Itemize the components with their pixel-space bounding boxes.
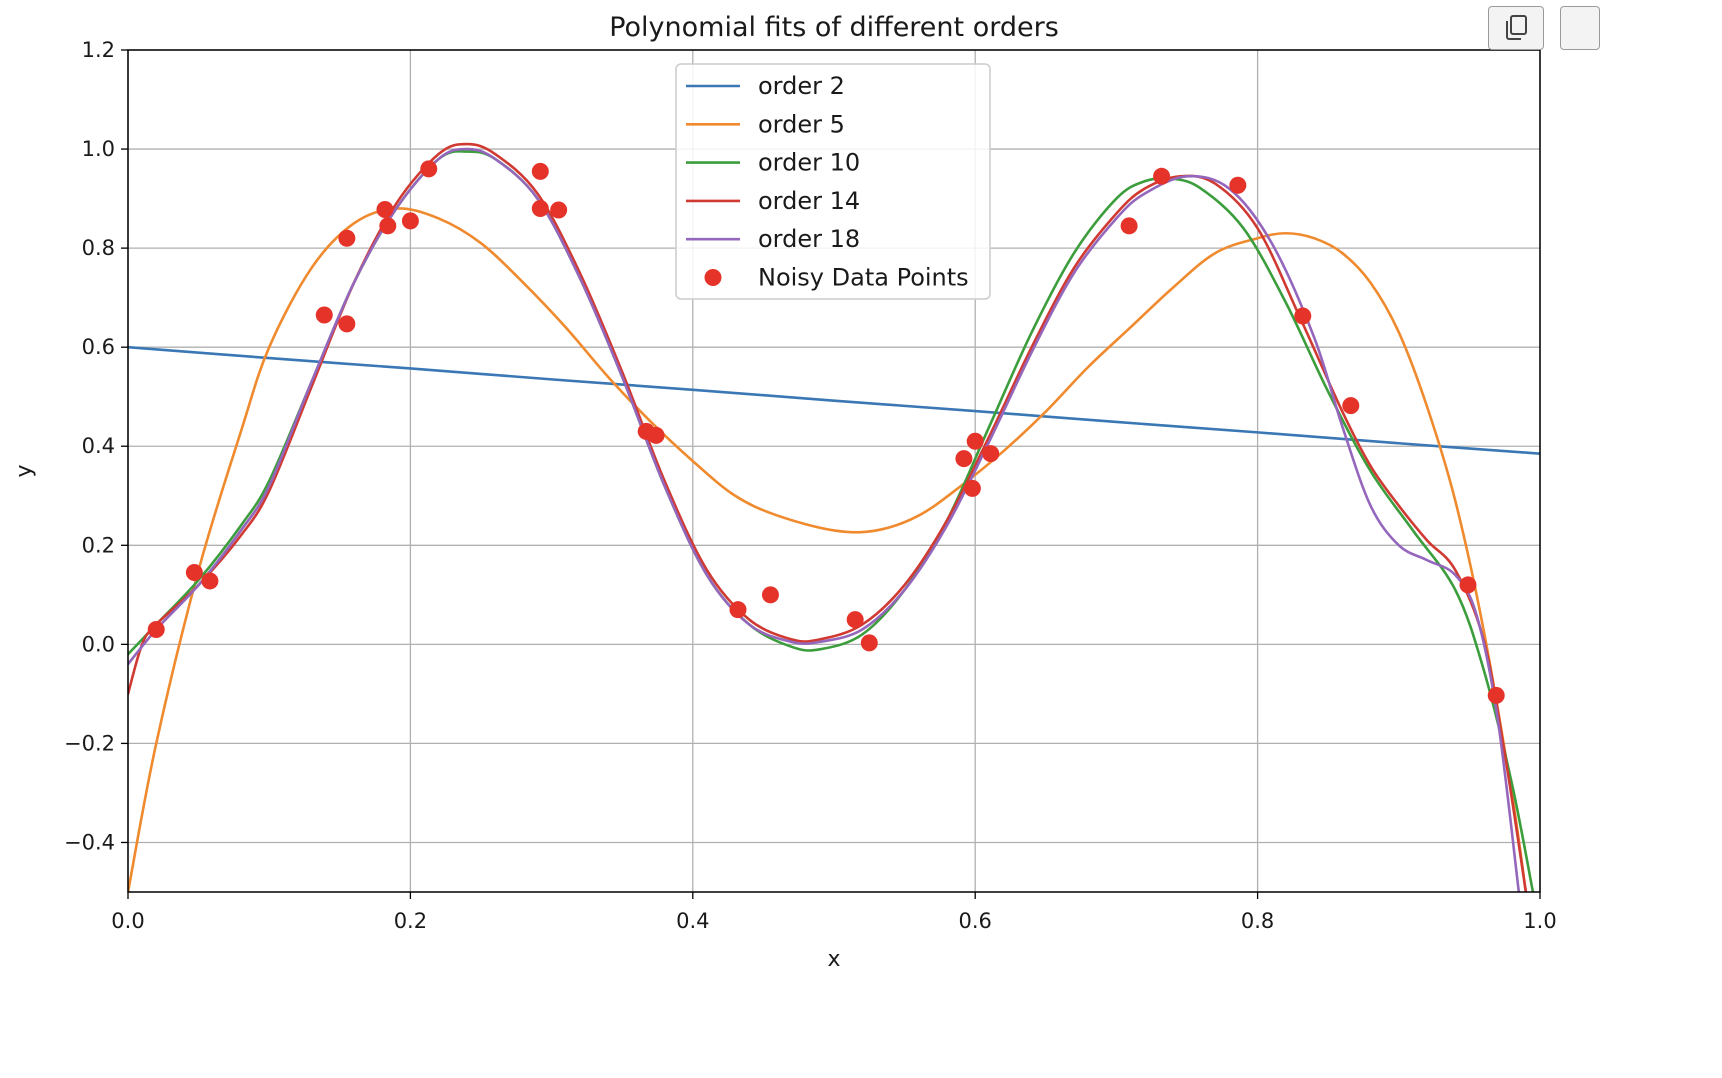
data-point [647,426,665,444]
data-point [846,611,864,629]
series-line-order-2 [128,345,1540,455]
copy-icon [1506,15,1527,40]
legend: order 2 order 5 order 10 order 14 order 18 No… [675,63,991,300]
x-axis-label: x [827,947,840,972]
x-tick-label: 0.4 [676,909,709,933]
data-point [531,199,549,217]
legend-box [675,63,991,300]
legend-label: order 5 [758,110,845,138]
data-point [860,634,878,652]
data-point [1153,167,1171,185]
legend-label: order 10 [758,149,860,177]
y-tick-label: 0.6 [82,335,115,359]
data-point [729,601,747,619]
data-point [963,479,981,497]
data-point [401,212,419,230]
y-tick-label: 0.0 [82,632,115,656]
y-tick-label: 0.2 [82,533,115,557]
data-point [201,572,219,590]
legend-swatch-points [704,269,722,286]
x-tick-label: 0.2 [394,909,427,933]
legend-label: order 14 [758,187,860,215]
data-point [982,445,1000,463]
data-point [955,450,973,468]
data-point [966,432,984,450]
legend-label: order 18 [758,225,860,253]
series-line-order-18 [128,147,1521,892]
y-tick-label: 1.2 [82,38,115,62]
y-tick-label: 0.8 [82,236,115,260]
data-point [1342,397,1360,415]
series-line-order-5 [128,207,1528,892]
chart-title: Polynomial fits of different orders [609,12,1059,43]
data-point [761,586,779,604]
secondary-toolbar-button[interactable] [1560,6,1600,50]
data-point [379,217,397,235]
y-tick-label: −0.2 [64,731,115,755]
copy-button[interactable] [1488,6,1544,50]
data-points-layer [147,160,1505,704]
x-tick-label: 0.6 [958,909,991,933]
x-tick-label: 1.0 [1523,909,1556,933]
data-point [1294,307,1312,325]
data-point [1120,217,1138,235]
data-point [420,160,438,178]
x-tick-label: 0.8 [1241,909,1274,933]
data-point [185,564,203,582]
x-tick-label: 0.0 [111,909,144,933]
data-point [1229,176,1247,194]
y-axis-label: y [12,464,37,477]
data-point [338,229,356,247]
data-point [315,306,333,324]
data-point [147,620,165,638]
data-point [531,162,549,180]
data-point [550,201,568,219]
legend-label: order 2 [758,72,845,100]
data-point [338,315,356,333]
y-tick-label: −0.4 [64,830,115,854]
plot-frame [127,49,1541,893]
legend-label: Noisy Data Points [758,264,969,292]
x-axis-ticks: 0.0 0.2 0.4 0.6 0.8 1.0 [111,892,1557,933]
y-tick-label: 0.4 [82,434,115,458]
series-layer [128,142,1540,892]
data-point [1459,576,1477,594]
data-point [376,200,394,218]
data-point [1487,686,1505,704]
y-axis-ticks: −0.4 −0.2 0.0 0.2 0.4 0.6 0.8 1.0 1.2 [64,38,128,854]
y-tick-label: 1.0 [82,137,115,161]
